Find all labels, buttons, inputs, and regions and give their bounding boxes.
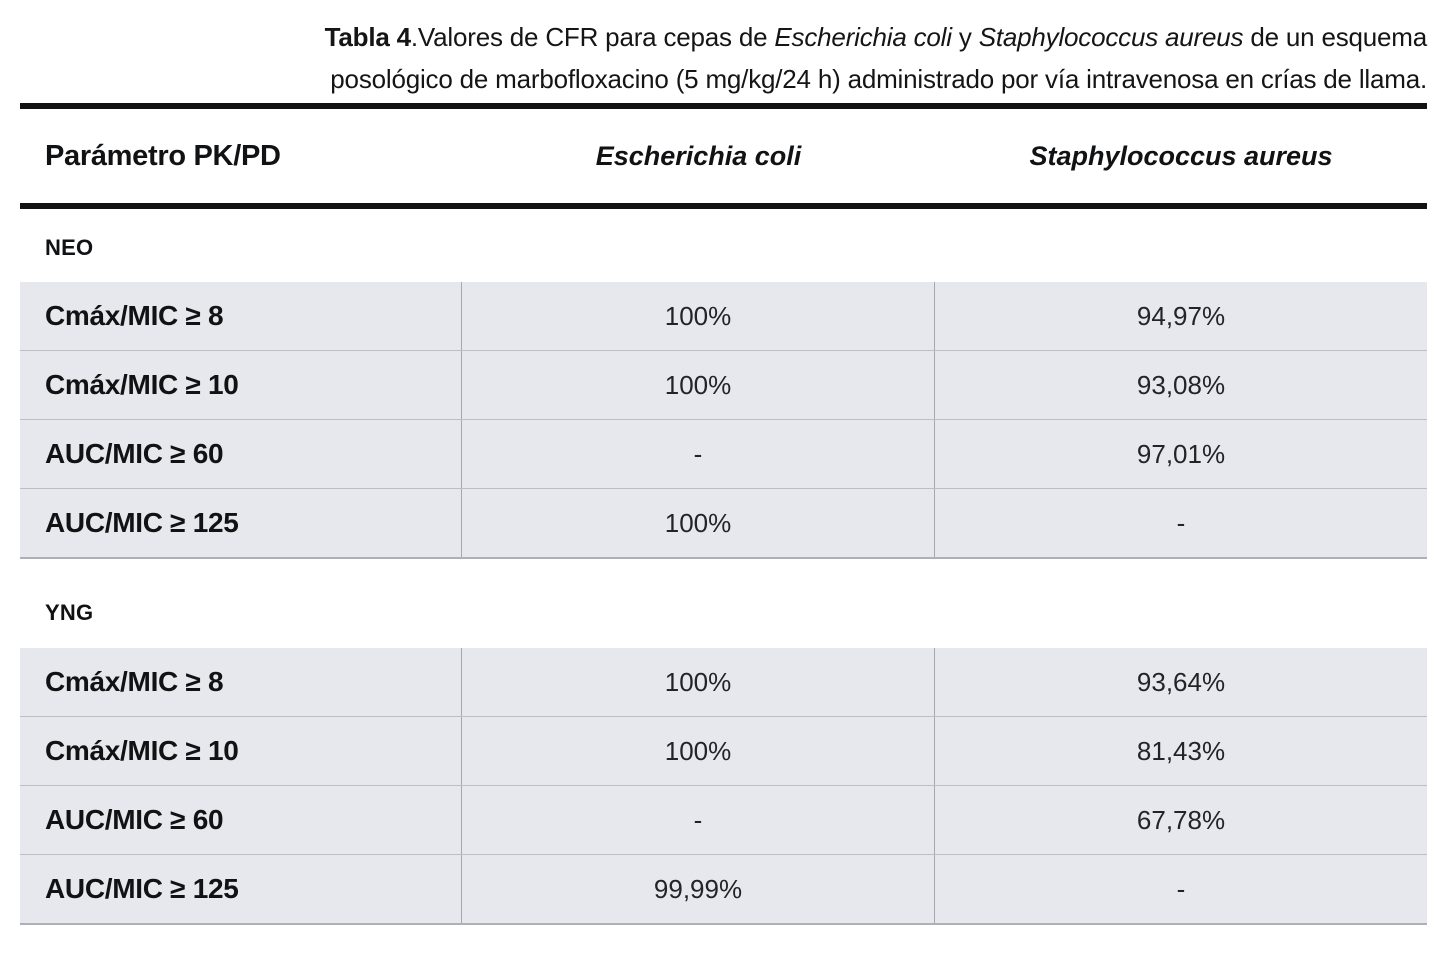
cell-ecoli: - <box>462 786 935 854</box>
row-parameter: Cmáx/MIC ≥ 8 <box>20 282 462 350</box>
cell-saureus: 93,64% <box>1136 666 1226 697</box>
caption-table-number: Tabla 4 <box>324 22 411 52</box>
table-row: AUC/MIC ≥ 60 - 97,01% <box>20 419 1427 488</box>
top-rule <box>20 103 1427 109</box>
paper-table-page: Tabla 4.Valores de CFR para cepas de Esc… <box>0 16 1448 925</box>
caption-text: de un esquema <box>1243 22 1427 52</box>
table-row: Cmáx/MIC ≥ 8 100% 93,64% <box>20 648 1427 716</box>
cell-ecoli: - <box>462 420 935 488</box>
row-parameter: Cmáx/MIC ≥ 8 <box>20 648 462 716</box>
column-header-ecoli: Escherichia coli <box>595 140 802 171</box>
table-block-neo: Cmáx/MIC ≥ 8 100% 94,97% Cmáx/MIC ≥ 10 1… <box>20 282 1427 559</box>
cell-saureus: 97,01% <box>1136 438 1226 469</box>
section-label-yng: YNG <box>45 600 94 625</box>
table-row: AUC/MIC ≥ 60 - 67,78% <box>20 785 1427 854</box>
table-row: Cmáx/MIC ≥ 10 100% 93,08% <box>20 350 1427 419</box>
column-header-saureus: Staphylococcus aureus <box>1029 140 1333 171</box>
row-parameter: AUC/MIC ≥ 60 <box>20 786 462 854</box>
cell-saureus: 67,78% <box>1136 804 1226 835</box>
table-block-yng: Cmáx/MIC ≥ 8 100% 93,64% Cmáx/MIC ≥ 10 1… <box>20 648 1427 925</box>
cell-ecoli: 100% <box>462 648 935 716</box>
caption-text-line2: posológico de marbofloxacino (5 mg/kg/24… <box>330 64 1427 94</box>
cell-saureus: - <box>1176 507 1186 538</box>
row-parameter: AUC/MIC ≥ 125 <box>20 489 462 557</box>
column-header-parameter: Parámetro PK/PD <box>45 139 281 172</box>
table-row: Cmáx/MIC ≥ 8 100% 94,97% <box>20 282 1427 350</box>
row-parameter: Cmáx/MIC ≥ 10 <box>20 351 462 419</box>
cell-saureus: 94,97% <box>1136 300 1226 331</box>
cell-ecoli: 99,99% <box>462 855 935 923</box>
caption-text: .Valores de CFR para cepas de <box>410 22 775 52</box>
row-parameter: AUC/MIC ≥ 60 <box>20 420 462 488</box>
cell-ecoli: 100% <box>462 282 935 350</box>
row-parameter: AUC/MIC ≥ 125 <box>20 855 462 923</box>
caption-species-1: Escherichia coli <box>774 22 952 52</box>
cell-saureus: 81,43% <box>1136 735 1226 766</box>
caption-species-2: Staphylococcus aureus <box>978 22 1244 52</box>
header-rule <box>20 203 1427 209</box>
section-label-neo: NEO <box>45 235 94 260</box>
caption-text: y <box>951 22 979 52</box>
row-parameter: Cmáx/MIC ≥ 10 <box>20 717 462 785</box>
cell-ecoli: 100% <box>462 351 935 419</box>
table-row: AUC/MIC ≥ 125 100% - <box>20 488 1427 557</box>
cell-ecoli: 100% <box>462 489 935 557</box>
cell-saureus: 93,08% <box>1136 369 1226 400</box>
table-header-row: Parámetro PK/PD Escherichia coli Staphyl… <box>20 109 1427 203</box>
table-caption: Tabla 4.Valores de CFR para cepas de Esc… <box>20 16 1428 100</box>
table-row: AUC/MIC ≥ 125 99,99% - <box>20 854 1427 923</box>
table-row: Cmáx/MIC ≥ 10 100% 81,43% <box>20 716 1427 785</box>
cell-ecoli: 100% <box>462 717 935 785</box>
cell-saureus: - <box>1176 873 1186 904</box>
